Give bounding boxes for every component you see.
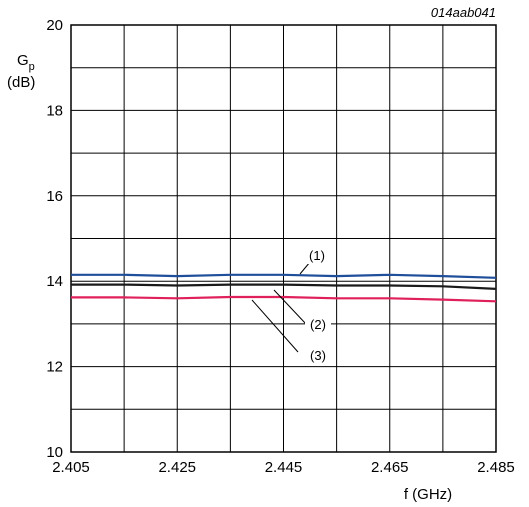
callout-leader-2 bbox=[273, 289, 307, 325]
plot-frame bbox=[70, 24, 497, 453]
series-line-3 bbox=[71, 295, 497, 303]
y-tick-label: 18 bbox=[46, 102, 63, 119]
y-tick-label: 12 bbox=[46, 359, 63, 376]
callout-label-2: (2) bbox=[310, 317, 326, 332]
callout-bg-3 bbox=[305, 348, 331, 364]
y-axis-label-subscript: p bbox=[29, 61, 35, 73]
figure-id-label: 014aab041 bbox=[431, 5, 496, 20]
x-tick-label: 2.485 bbox=[477, 459, 515, 476]
chart-tick-labels: 10 12 14 16 18 20 2.405 2.425 2.445 2.465 2.485 bbox=[46, 17, 514, 476]
chart-series-group bbox=[71, 273, 497, 303]
series-line-2 bbox=[71, 283, 497, 290]
x-tick-label: 2.445 bbox=[265, 459, 303, 476]
callout-bg-1 bbox=[304, 248, 330, 264]
callout-bg-2 bbox=[305, 317, 331, 333]
y-tick-label: 20 bbox=[46, 17, 63, 34]
callout-label-1: (1) bbox=[309, 248, 325, 263]
x-axis-label: f (GHz) bbox=[404, 486, 452, 503]
y-tick-label: 16 bbox=[46, 188, 63, 205]
x-tick-label: 2.425 bbox=[158, 459, 196, 476]
chart-callouts: (1) (2) (3) bbox=[251, 248, 331, 364]
callout-label-3: (3) bbox=[310, 348, 326, 363]
series-line-1 bbox=[71, 273, 497, 279]
chart-grid bbox=[70, 24, 497, 453]
y-axis-label-main: G bbox=[17, 52, 29, 69]
y-axis-label: Gp bbox=[17, 52, 35, 73]
x-tick-label: 2.465 bbox=[371, 459, 409, 476]
y-tick-label: 10 bbox=[46, 444, 63, 461]
x-tick-label: 2.405 bbox=[52, 459, 90, 476]
y-axis-unit-label: (dB) bbox=[7, 74, 35, 91]
callout-leader-3 bbox=[251, 299, 299, 353]
y-tick-label: 14 bbox=[46, 273, 63, 290]
